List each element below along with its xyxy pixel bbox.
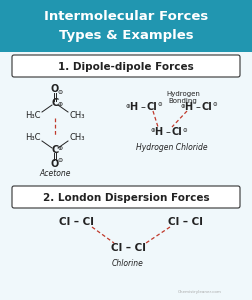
Text: Cl – Cl: Cl – Cl <box>58 217 93 227</box>
Text: O: O <box>51 159 59 169</box>
Text: Intermolecular Forces: Intermolecular Forces <box>44 10 208 22</box>
Text: H₃C: H₃C <box>25 110 41 119</box>
Text: ⊖: ⊖ <box>183 128 187 133</box>
Text: H: H <box>184 102 192 112</box>
Text: –: – <box>195 102 200 112</box>
FancyBboxPatch shape <box>12 55 240 77</box>
Text: Chlorine: Chlorine <box>112 259 144 268</box>
Text: ⊕: ⊕ <box>151 128 155 134</box>
Text: –: – <box>165 127 170 137</box>
Text: CH₃: CH₃ <box>69 134 85 142</box>
FancyBboxPatch shape <box>12 186 240 208</box>
Text: C: C <box>51 145 59 155</box>
Text: ⊖: ⊖ <box>57 158 63 164</box>
FancyBboxPatch shape <box>0 0 252 52</box>
Text: H: H <box>154 127 162 137</box>
Text: –: – <box>140 102 145 112</box>
Text: Types & Examples: Types & Examples <box>59 29 193 43</box>
Text: Cl – Cl: Cl – Cl <box>168 217 202 227</box>
Text: ⊕: ⊕ <box>57 103 63 107</box>
Text: Acetone: Acetone <box>39 169 71 178</box>
Text: ⊖: ⊖ <box>57 89 63 94</box>
Text: Cl: Cl <box>147 102 158 112</box>
Text: ⊕: ⊕ <box>181 103 185 109</box>
Text: ⊕: ⊕ <box>57 146 63 151</box>
Text: 1. Dipole-dipole Forces: 1. Dipole-dipole Forces <box>58 62 194 72</box>
Text: Chemistryleaner.com: Chemistryleaner.com <box>178 290 222 294</box>
Text: Cl: Cl <box>202 102 212 112</box>
Text: ⊕: ⊕ <box>126 103 130 109</box>
Text: O: O <box>51 84 59 94</box>
Text: H: H <box>129 102 137 112</box>
Text: Cl – Cl: Cl – Cl <box>111 243 145 253</box>
Text: 2. London Dispersion Forces: 2. London Dispersion Forces <box>43 193 209 203</box>
Text: Hydrogen: Hydrogen <box>166 91 200 97</box>
Text: ⊖: ⊖ <box>158 103 162 107</box>
Text: Bonding: Bonding <box>169 98 197 104</box>
Text: C: C <box>51 98 59 108</box>
Text: Hydrogen Chloride: Hydrogen Chloride <box>136 142 208 152</box>
Text: H₃C: H₃C <box>25 134 41 142</box>
Text: ⊖: ⊖ <box>213 103 217 107</box>
Text: CH₃: CH₃ <box>69 110 85 119</box>
Text: Cl: Cl <box>172 127 182 137</box>
